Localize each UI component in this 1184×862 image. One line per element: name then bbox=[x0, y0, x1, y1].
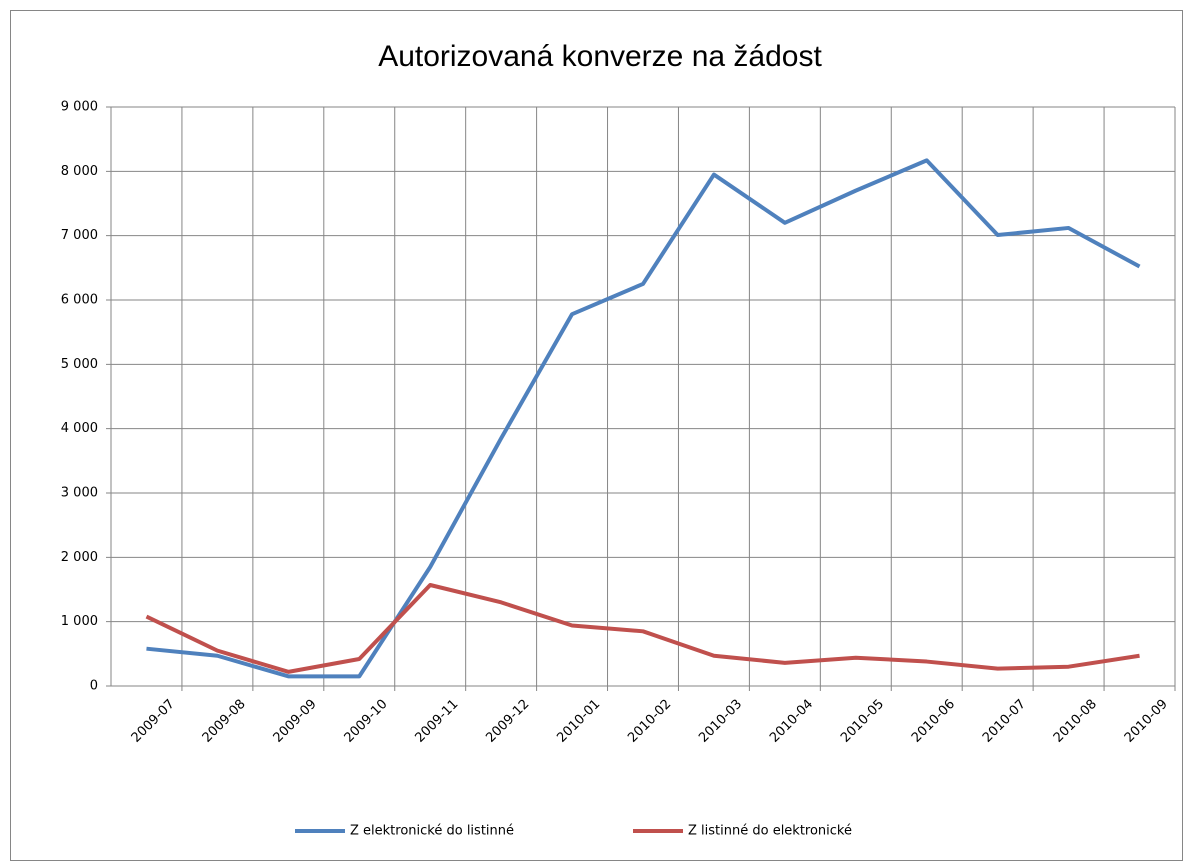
y-tick-label: 5 000 bbox=[61, 357, 98, 372]
y-tick-label: 6 000 bbox=[61, 293, 98, 308]
series-line bbox=[145, 582, 1140, 674]
y-tick-label: 2 000 bbox=[61, 550, 98, 565]
y-tick-label: 3 000 bbox=[61, 486, 98, 501]
chart-border bbox=[10, 10, 1183, 861]
legend-label: Z elektronické do listinné bbox=[350, 824, 514, 839]
y-tick-label: 0 bbox=[90, 679, 98, 694]
chart-title: Autorizovaná konverze na žádost bbox=[378, 40, 822, 73]
series-line bbox=[146, 158, 1141, 679]
y-tick-label: 1 000 bbox=[61, 614, 98, 629]
y-tick-label: 8 000 bbox=[61, 164, 98, 179]
y-tick-label: 9 000 bbox=[61, 100, 98, 115]
y-tick-label: 4 000 bbox=[61, 421, 98, 436]
legend-label: Z listinné do elektronické bbox=[688, 824, 852, 839]
y-tick-label: 7 000 bbox=[61, 228, 98, 243]
